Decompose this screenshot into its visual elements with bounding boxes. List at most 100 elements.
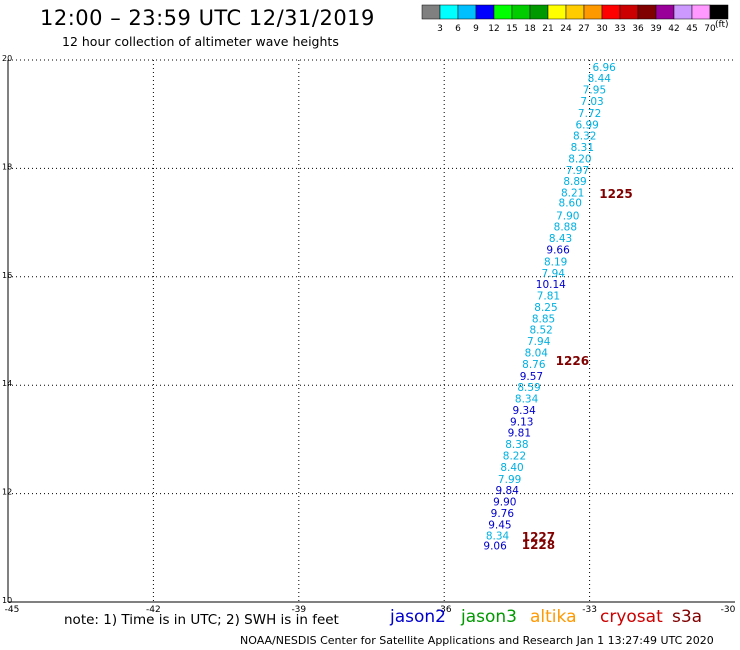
colorbar-swatch bbox=[709, 4, 729, 20]
swh-value: 9.34 bbox=[512, 405, 536, 417]
swh-value: 9.81 bbox=[508, 428, 531, 440]
swh-value: 8.59 bbox=[517, 382, 540, 394]
swh-value: 8.52 bbox=[529, 325, 552, 337]
swh-value: 9.66 bbox=[546, 244, 570, 256]
swh-value: 7.95 bbox=[583, 85, 606, 97]
colorbar-swatch bbox=[691, 4, 711, 20]
colorbar-swatch bbox=[565, 4, 585, 20]
colorbar: 3 6 9 12 15 18 21 24 27 30 33 36 39 42 45 70 bbox=[421, 4, 729, 34]
swh-value: 6.99 bbox=[575, 119, 598, 131]
colorbar-label: 15 bbox=[506, 24, 517, 34]
swh-value: 8.22 bbox=[503, 450, 526, 462]
legend-jason2: jason2 bbox=[390, 607, 446, 627]
swh-value: 8.04 bbox=[525, 347, 549, 359]
colorbar-swatch bbox=[475, 4, 495, 20]
colorbar-label: 45 bbox=[686, 24, 697, 34]
colorbar-label: 9 bbox=[473, 24, 479, 34]
colorbar-label: 6 bbox=[455, 24, 461, 34]
colorbar-label: 42 bbox=[668, 24, 679, 34]
swh-value: 7.97 bbox=[566, 165, 589, 177]
swh-value: 8.32 bbox=[573, 131, 596, 143]
time-label: 1228 bbox=[522, 538, 555, 552]
legend-cryosat: cryosat bbox=[600, 607, 663, 627]
swh-value: 10.14 bbox=[536, 279, 566, 291]
colorbar-swatch bbox=[601, 4, 621, 20]
data-marks: 6.968.447.957.037.726.998.328.318.207.97… bbox=[483, 62, 632, 553]
colorbar-label: 33 bbox=[614, 24, 625, 34]
swh-value: 9.84 bbox=[496, 485, 520, 497]
colorbar-swatch bbox=[529, 4, 549, 20]
swh-value: 7.94 bbox=[527, 336, 551, 348]
chart-title: 12:00 – 23:59 UTC 12/31/2019 bbox=[40, 6, 375, 30]
swh-value: 8.60 bbox=[559, 197, 582, 209]
swh-value: 6.96 bbox=[592, 62, 616, 74]
swh-value: 9.06 bbox=[483, 540, 507, 552]
footer-note: note: 1) Time is in UTC; 2) SWH is in fe… bbox=[64, 612, 339, 628]
colorbar-label: 39 bbox=[650, 24, 662, 34]
time-label: 1225 bbox=[599, 187, 632, 201]
swh-value: 8.38 bbox=[505, 439, 528, 451]
swh-value: 8.44 bbox=[588, 73, 612, 85]
colorbar-swatch bbox=[583, 4, 603, 20]
colorbar-unit: (ft) bbox=[715, 20, 729, 30]
colorbar-label: 3 bbox=[437, 24, 443, 34]
y-tick-label: 20 bbox=[2, 54, 12, 63]
swh-value: 9.57 bbox=[520, 371, 543, 383]
x-tick-label: -36 bbox=[437, 605, 452, 615]
footer-credit: NOAA/NESDIS Center for Satellite Applica… bbox=[240, 634, 714, 647]
swh-value: 7.99 bbox=[498, 474, 521, 486]
swh-value: 8.34 bbox=[515, 394, 539, 406]
colorbar-label: 70 bbox=[704, 24, 716, 34]
swh-value: 8.25 bbox=[534, 302, 557, 314]
legend-jason3: jason3 bbox=[461, 607, 517, 627]
swh-value: 7.81 bbox=[537, 291, 560, 303]
chart-subtitle: 12 hour collection of altimeter wave hei… bbox=[62, 34, 339, 49]
colorbar-label: 27 bbox=[578, 24, 589, 34]
swh-value: 8.76 bbox=[522, 359, 546, 371]
colorbar-label: 36 bbox=[632, 24, 644, 34]
x-tick-label: -45 bbox=[5, 605, 20, 615]
colorbar-swatch bbox=[457, 4, 477, 20]
y-tick-label: 18 bbox=[2, 162, 12, 171]
swh-value: 8.21 bbox=[561, 188, 584, 200]
y-tick-label: 14 bbox=[2, 379, 12, 388]
legend-s3a: s3a bbox=[672, 607, 703, 627]
swh-value: 8.89 bbox=[563, 176, 586, 188]
x-tick-label: -42 bbox=[146, 605, 161, 615]
legend-altika: altika bbox=[530, 607, 577, 627]
colorbar-label: 12 bbox=[488, 24, 499, 34]
time-label: 1227 bbox=[522, 530, 555, 544]
colorbar-label: 30 bbox=[596, 24, 608, 34]
colorbar-swatch bbox=[493, 4, 513, 20]
x-tick-label: -39 bbox=[291, 605, 306, 615]
colorbar-swatch bbox=[673, 4, 693, 20]
swh-value: 7.90 bbox=[556, 210, 579, 222]
y-tick-label: 16 bbox=[2, 271, 12, 280]
swh-value: 8.19 bbox=[544, 256, 567, 268]
time-label: 1226 bbox=[556, 354, 589, 368]
swh-value: 7.94 bbox=[542, 268, 566, 280]
swh-value: 9.90 bbox=[493, 497, 516, 509]
colorbar-label: 21 bbox=[542, 24, 553, 34]
x-tick-label: -33 bbox=[582, 605, 597, 615]
colorbar-swatch bbox=[637, 4, 657, 20]
colorbar-swatch bbox=[511, 4, 531, 20]
swh-value: 7.03 bbox=[580, 96, 603, 108]
x-tick-label: -30 bbox=[721, 605, 736, 615]
grid bbox=[7, 59, 735, 603]
colorbar-label: 18 bbox=[524, 24, 536, 34]
axis-labels: -45 -42 -39 -36 -33 -30 10 12 14 16 18 20 bbox=[2, 54, 736, 615]
colorbar-swatch bbox=[655, 4, 675, 20]
y-tick-label: 12 bbox=[2, 488, 12, 497]
swh-value: 9.76 bbox=[491, 508, 515, 520]
colorbar-label: 24 bbox=[560, 24, 572, 34]
swh-value: 8.43 bbox=[549, 233, 572, 245]
colorbar-swatch bbox=[421, 4, 441, 20]
y-tick-label: 10 bbox=[2, 596, 12, 605]
swh-value: 8.20 bbox=[568, 153, 591, 165]
swh-value: 9.13 bbox=[510, 416, 533, 428]
swh-value: 9.45 bbox=[488, 519, 511, 531]
colorbar-swatch bbox=[439, 4, 459, 20]
colorbar-swatch bbox=[547, 4, 567, 20]
